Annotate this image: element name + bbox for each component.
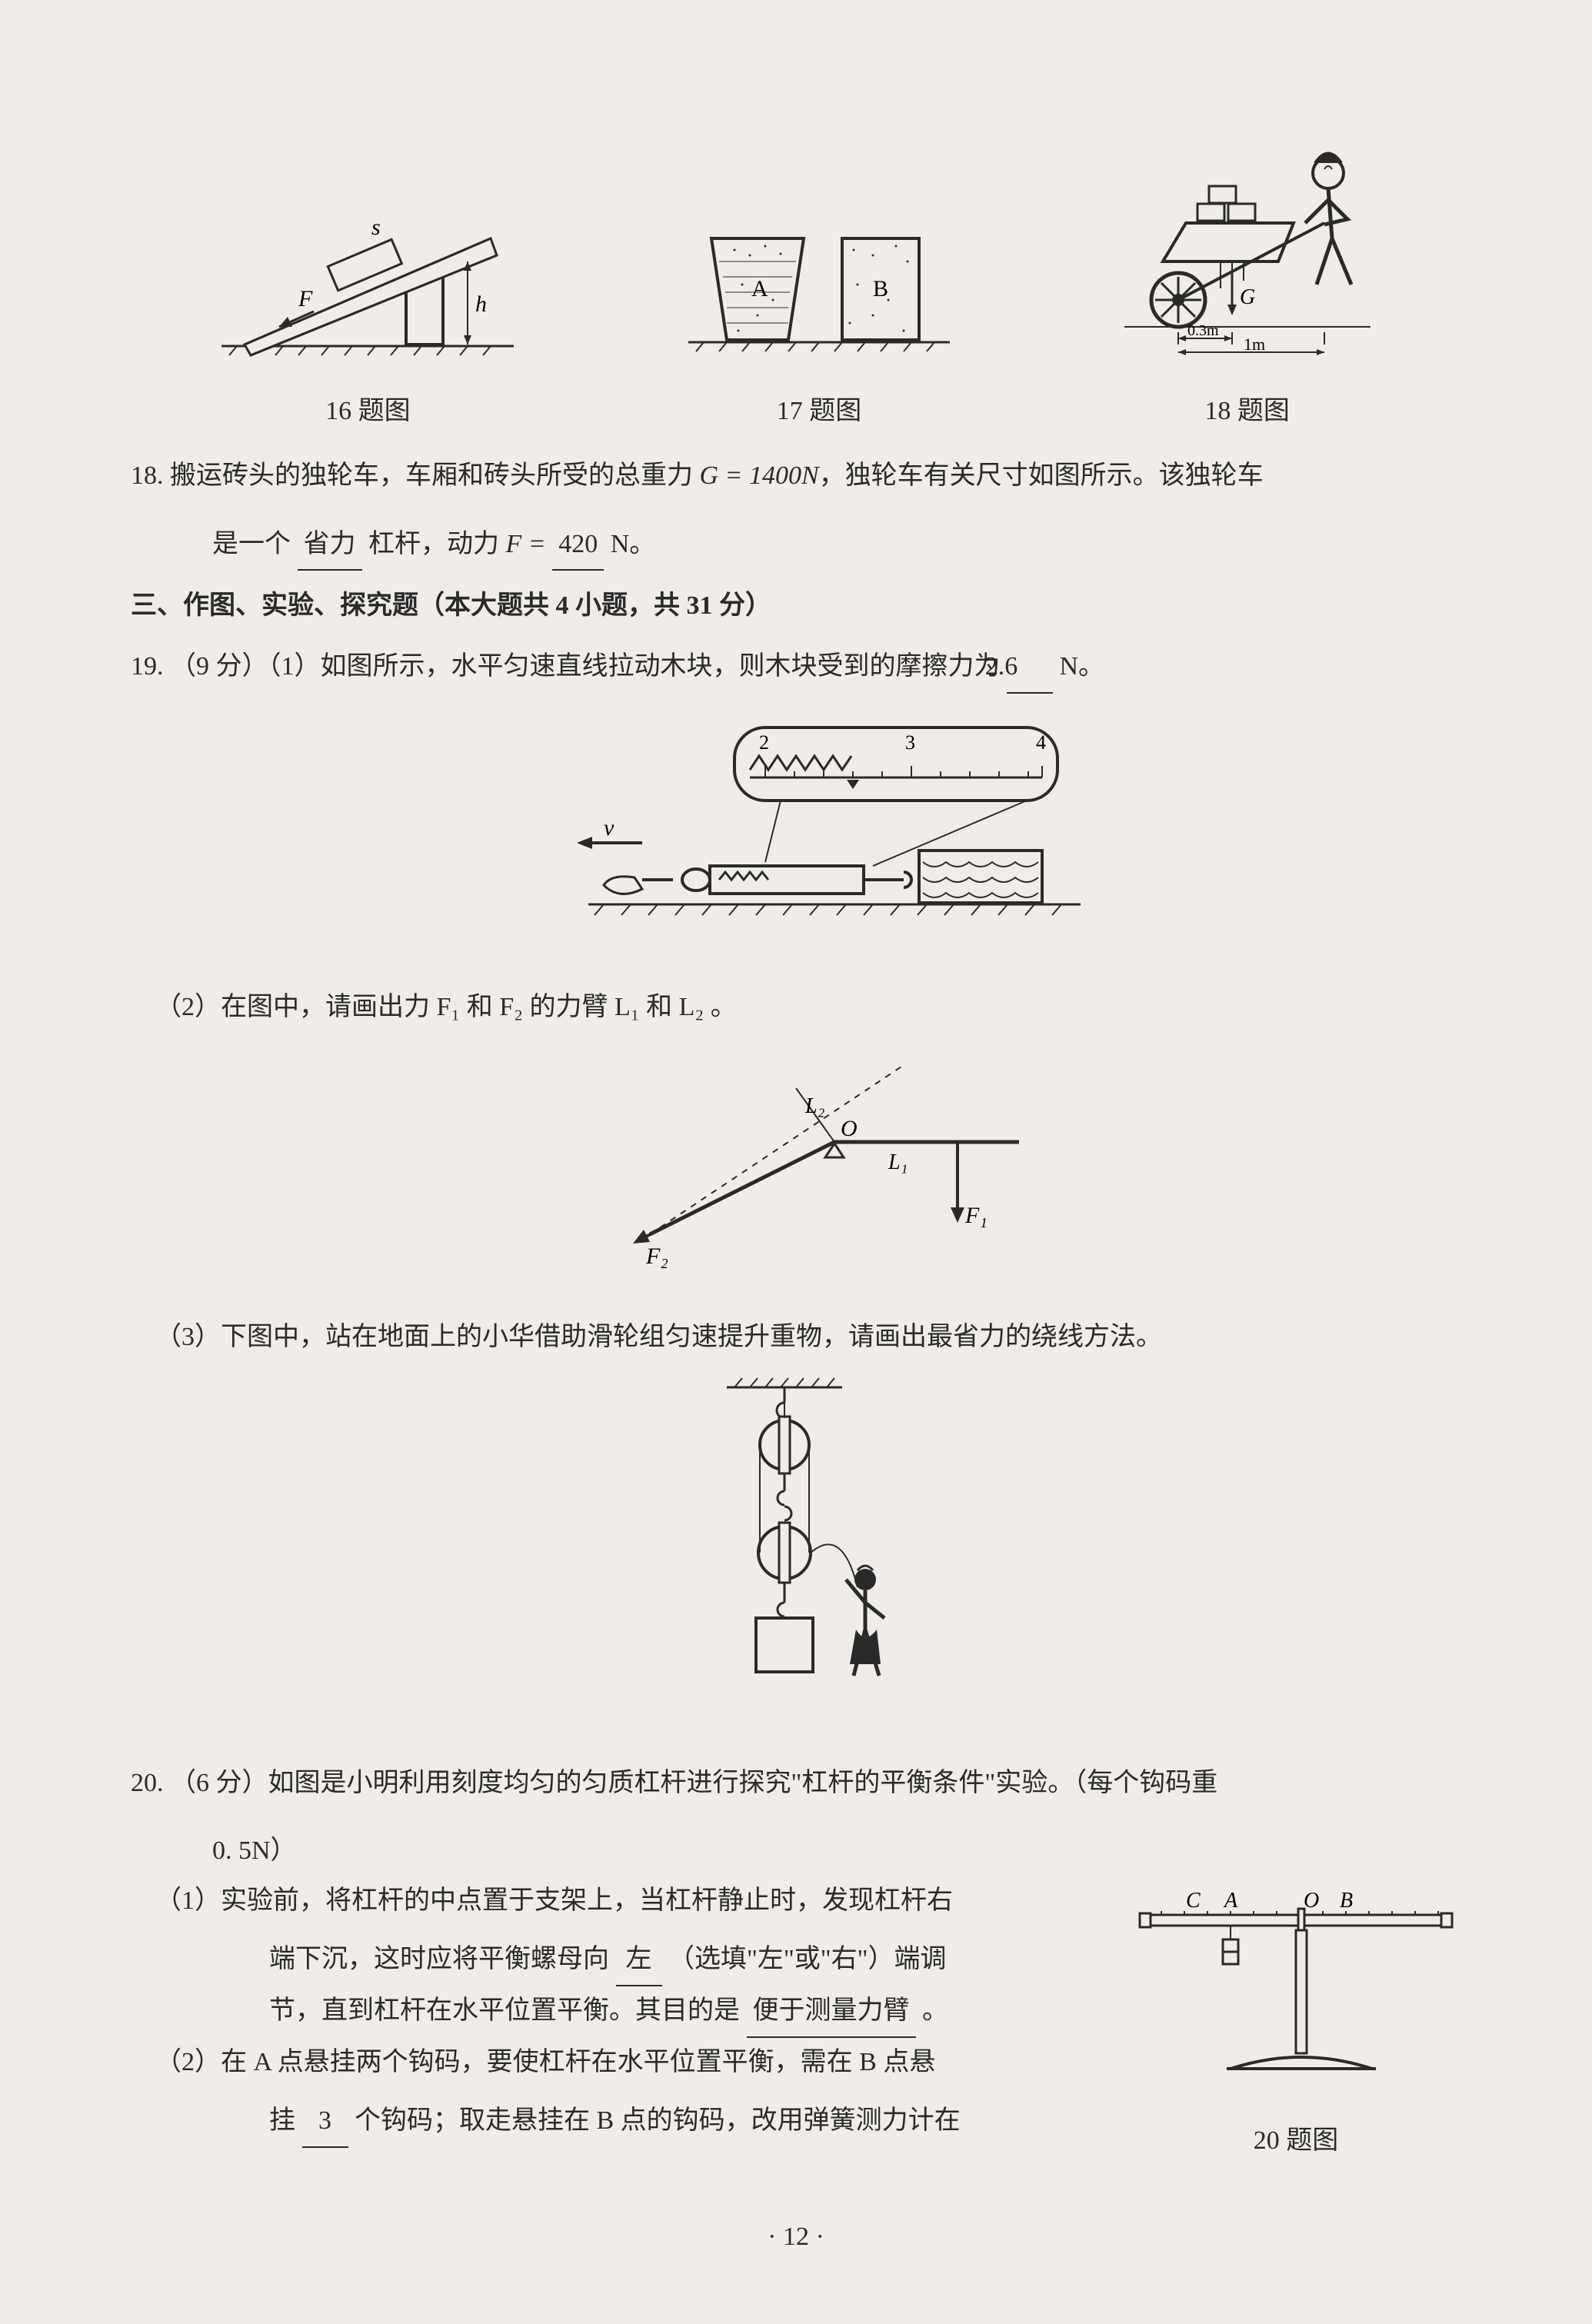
page-content: h s F 16 题图 (0, 0, 1592, 2324)
svg-text:4: 4 (1036, 731, 1046, 754)
q19-p1-unit: N。 (1060, 652, 1105, 681)
svg-text:C: C (1186, 1889, 1201, 1913)
q20-p1a: （1）实验前，将杠杆的中点置于支架上，当杠杆静止时，发现杠杆右 (155, 1886, 953, 1915)
figure-18: G 0.3m 1m 18 题图 (1109, 131, 1386, 436)
page-number: · 12 · (131, 2212, 1461, 2262)
q18-line2: 是一个 省力 杠杆，动力 F = 420 N。 (131, 520, 1461, 571)
figure-row-16-17-18: h s F 16 题图 (131, 131, 1461, 436)
q19-p3-text: （3）下图中，站在地面上的小华借助滑轮组匀速提升重物，请画出最省力的绕线方法。 (155, 1323, 1162, 1351)
q18-G: G = 1400N (700, 461, 819, 490)
q20-p1e: 。 (922, 1996, 948, 2025)
q18-l2a: 是一个 (212, 530, 291, 558)
fig19-3-svg (665, 1372, 927, 1710)
svg-text:O: O (841, 1116, 858, 1141)
svg-text:0.3m: 0.3m (1187, 322, 1219, 339)
svg-text:A: A (751, 276, 768, 301)
q19-points: （9 分） (170, 652, 268, 681)
svg-text:A: A (1223, 1889, 1238, 1913)
fig17-caption: 17 题图 (681, 387, 958, 437)
figure-20: C A O B 20 题图 (1131, 1876, 1461, 2166)
svg-text:B: B (873, 276, 888, 301)
q18-ans2: 420 (552, 520, 604, 571)
fig19-1-svg: 2 3 4 (488, 712, 1104, 943)
svg-text:L₂: L₂ (804, 1094, 825, 1118)
fig20-svg: C A O B (1131, 1876, 1461, 2092)
fig16-svg: h s F (206, 192, 529, 361)
svg-text:3: 3 (905, 731, 915, 754)
q20-p2c: 个钩码；取走悬挂在 B 点的钩码，改用弹簧测力计在 (355, 2106, 961, 2135)
q18-ans1: 省力 (298, 520, 362, 571)
q20-p1-ans2: 便于测量力臂 (747, 1986, 916, 2038)
svg-text:v: v (604, 815, 614, 841)
figure-19-3 (131, 1372, 1461, 1728)
q20-p1b: 端下沉，这时应将平衡螺母向 (269, 1945, 609, 1973)
question-19: 19. （9 分）（1）如图所示，水平匀速直线拉动木块，则木块受到的摩擦力为 2… (131, 642, 1461, 694)
figure-17: A B 17 题图 (681, 208, 958, 436)
fig16-caption: 16 题图 (206, 387, 529, 437)
q19-p1a: （1）如图所示，水平匀速直线拉动木块，则木块受到的摩擦力为 (268, 652, 1001, 681)
q19-part2: （2）在图中，请画出力 F₁ 和 F₂ 的力臂 L₁ 和 L₂ 。 (131, 983, 1461, 1033)
svg-text:L₁: L₁ (888, 1150, 908, 1174)
figure-19-1: 2 3 4 (131, 712, 1461, 961)
q18-l2b: 杠杆，动力 (368, 530, 506, 558)
q18-text-b: ，独轮车有关尺寸如图所示。该独轮车 (819, 461, 1264, 490)
q20-p1c: （选填"左"或"右"）端调 (668, 1945, 947, 1973)
svg-text:2: 2 (759, 731, 769, 754)
fig17-svg: A B (681, 208, 958, 361)
svg-text:B: B (1340, 1889, 1353, 1913)
fig19-2-svg: O L₂ L₁ F₁ F₂ (511, 1042, 1081, 1273)
q20-p1-ans1: 左 (616, 1935, 662, 1986)
svg-text:1m: 1m (1244, 335, 1265, 354)
svg-text:O: O (1304, 1889, 1319, 1913)
question-20: 20. （6 分）如图是小明利用刻度均匀的匀质杠杆进行探究"杠杆的平衡条件"实验… (131, 1759, 1461, 1809)
q18-text-a: 搬运砖头的独轮车，车厢和砖头所受的总重力 (170, 461, 700, 490)
svg-text:F₂: F₂ (645, 1244, 668, 1269)
fig18-caption: 18 题图 (1109, 387, 1386, 437)
question-18: 18. 搬运砖头的独轮车，车厢和砖头所受的总重力 G = 1400N，独轮车有关… (131, 451, 1461, 501)
q20-intro-a: 如图是小明利用刻度均匀的匀质杠杆进行探究"杠杆的平衡条件"实验。（每个钩码重 (268, 1769, 1218, 1797)
svg-text:h: h (475, 291, 487, 317)
svg-text:F: F (298, 286, 313, 311)
q20-num: 20. (131, 1769, 164, 1797)
q19-p2-text: （2）在图中，请画出力 F₁ 和 F₂ 的力臂 L₁ 和 L₂ 。 (155, 993, 737, 1021)
q20-points: （6 分） (170, 1769, 268, 1797)
q19-part3: （3）下图中，站在地面上的小华借助滑轮组匀速提升重物，请画出最省力的绕线方法。 (131, 1313, 1461, 1363)
q20-intro-b: 0. 5N） (131, 1826, 1461, 1876)
svg-text:F₁: F₁ (964, 1203, 988, 1228)
section-3-header: 三、作图、实验、探究题（本大题共 4 小题，共 31 分） (131, 581, 1461, 631)
q19-num: 19. (131, 652, 164, 681)
fig20-caption: 20 题图 (1131, 2116, 1461, 2166)
svg-text:s: s (371, 215, 381, 240)
q20-p2b: 挂 (269, 2106, 295, 2135)
svg-text:G: G (1240, 285, 1255, 309)
q18-unit: N。 (611, 530, 656, 558)
figure-19-2: O L₂ L₁ F₁ F₂ (131, 1042, 1461, 1290)
q19-p1-ans: 2.6 (1007, 642, 1053, 694)
figure-16: h s F 16 题图 (206, 192, 529, 436)
q20-p1d: 节，直到杠杆在水平位置平衡。其目的是 (269, 1996, 740, 2025)
q18-F: F = (506, 530, 553, 558)
q20-p2-ans: 3 (302, 2096, 348, 2148)
fig18-svg: G 0.3m 1m (1109, 131, 1386, 361)
q18-num: 18. (131, 461, 164, 490)
q20-p2a: （2）在 A 点悬挂两个钩码，要使杠杆在水平位置平衡，需在 B 点悬 (155, 2048, 935, 2076)
